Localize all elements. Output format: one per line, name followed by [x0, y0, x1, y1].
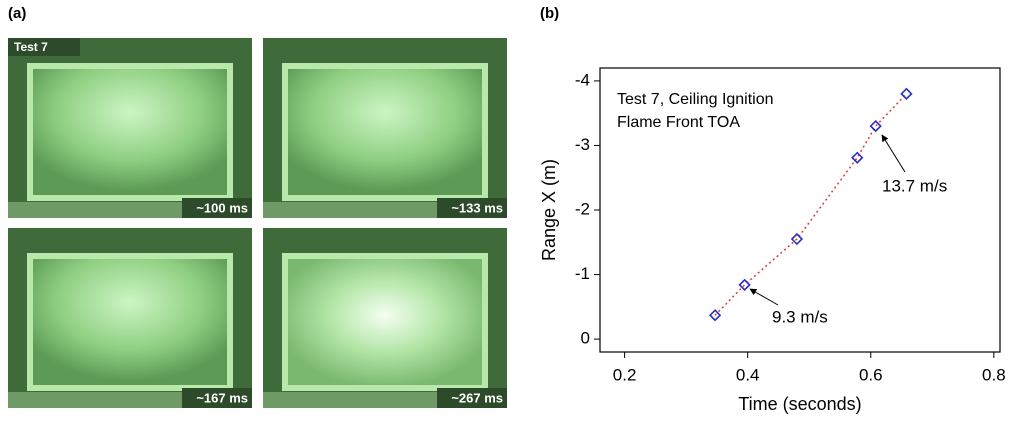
y-tick-label: -4 — [575, 70, 590, 89]
photo-time: ~167 ms — [196, 390, 248, 405]
data-point — [852, 153, 862, 163]
panel-label: (b) — [540, 5, 559, 22]
x-tick-label: 0.2 — [613, 365, 637, 384]
data-point — [901, 89, 911, 99]
x-tick-label: 0.6 — [859, 365, 883, 384]
figure: (a) Test 7 ~100 ms ~133 ms ~167 ms ~267 ms (b… — [0, 0, 1022, 419]
photo-time: ~133 ms — [451, 200, 503, 215]
trend-line — [715, 94, 906, 315]
x-axis-label: Time (seconds) — [738, 394, 861, 414]
tent-interior — [30, 66, 230, 198]
photo-tag: Test 7 — [14, 40, 48, 54]
annotation: Flame Front TOA — [617, 114, 740, 131]
annotation-arrow — [882, 135, 905, 172]
y-axis-label: Range X (m) — [539, 159, 559, 261]
annotation-arrow — [750, 289, 778, 305]
annotation: 13.7 m/s — [882, 176, 947, 195]
y-tick-label: -2 — [575, 199, 590, 218]
y-tick-label: 0 — [581, 329, 590, 348]
photo-time: ~100 ms — [196, 200, 248, 215]
data-point — [871, 121, 881, 131]
panel-label: (a) — [8, 5, 26, 22]
x-tick-label: 0.4 — [736, 365, 760, 384]
annotation: 9.3 m/s — [772, 307, 828, 326]
tent-interior — [30, 256, 230, 388]
data-point — [740, 280, 750, 290]
tent-interior — [285, 256, 485, 388]
annotation: Test 7, Ceiling Ignition — [617, 91, 774, 108]
y-tick-label: -3 — [575, 135, 590, 154]
x-tick-label: 0.8 — [982, 365, 1006, 384]
tent-interior — [285, 66, 485, 198]
y-tick-label: -1 — [575, 264, 590, 283]
photo-time: ~267 ms — [451, 390, 503, 405]
